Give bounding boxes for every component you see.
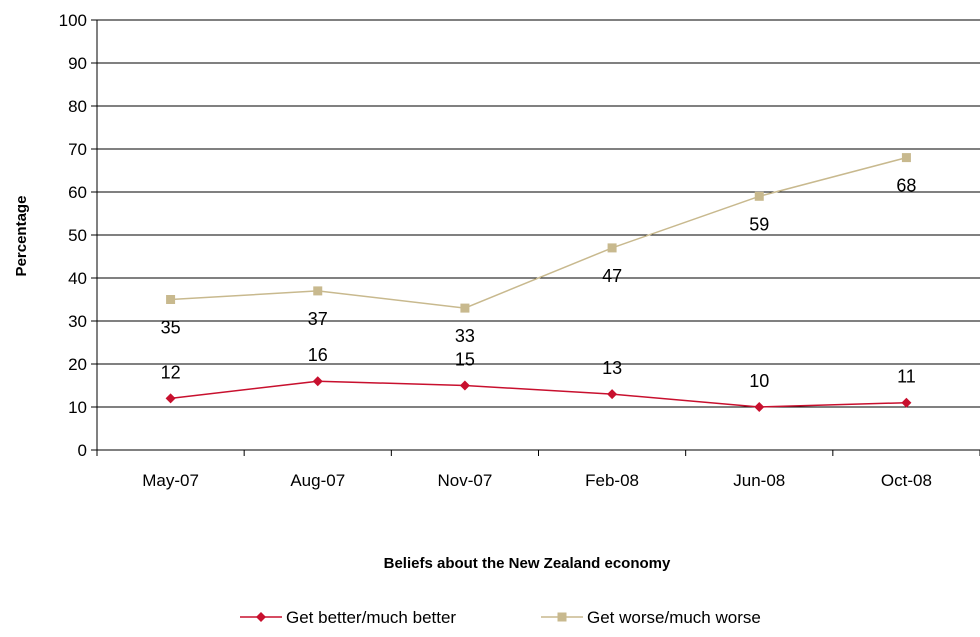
data-point — [607, 243, 617, 253]
data-point — [166, 295, 176, 304]
legend-label: Get better/much better — [286, 608, 456, 627]
legend-marker — [256, 612, 266, 622]
y-tick-label: 0 — [78, 441, 87, 460]
x-axis-ticks: May-07 Aug-07 Nov-07 Feb-08 Jun-08 Oct-08 — [96, 450, 980, 490]
data-labels: 12 16 15 13 10 11 35 37 33 47 59 68 — [161, 176, 917, 391]
y-tick-label: 10 — [68, 398, 87, 417]
series-line — [170, 156, 907, 309]
data-point — [313, 286, 323, 296]
data-point — [754, 402, 765, 412]
data-label: 59 — [749, 214, 769, 234]
data-point — [607, 389, 618, 400]
data-point — [460, 303, 470, 313]
legend-item: Get worse/much worse — [541, 608, 761, 627]
data-label: 11 — [897, 367, 916, 387]
x-tick-label: Jun-08 — [733, 471, 785, 490]
x-tick-label: Nov-07 — [438, 471, 493, 490]
data-point — [459, 380, 470, 391]
x-tick-label: Aug-07 — [290, 471, 345, 490]
series-line — [170, 380, 907, 408]
data-point — [754, 191, 764, 201]
y-tick-label: 100 — [59, 11, 87, 30]
x-tick-label: May-07 — [142, 471, 199, 490]
legend: Get better/much better Get worse/much wor… — [240, 608, 761, 627]
series-lines — [165, 153, 912, 412]
y-axis-title: Percentage — [13, 196, 30, 277]
data-label: 37 — [308, 309, 328, 329]
legend-marker — [557, 612, 567, 622]
y-tick-label: 20 — [68, 355, 87, 374]
data-label: 35 — [161, 318, 181, 338]
gridlines — [97, 19, 980, 408]
y-tick-label: 70 — [68, 140, 87, 159]
y-axis-ticks: 0 10 20 30 40 50 60 70 80 90 100 — [59, 11, 97, 460]
data-label: 13 — [602, 358, 622, 378]
data-label: 12 — [161, 362, 181, 382]
x-axis-title: Beliefs about the New Zealand economy — [384, 555, 671, 572]
legend-label: Get worse/much worse — [587, 608, 761, 627]
y-tick-label: 30 — [68, 312, 87, 331]
y-tick-label: 90 — [68, 54, 87, 73]
data-label: 68 — [896, 176, 916, 196]
data-point — [901, 153, 911, 163]
data-point — [165, 393, 176, 404]
data-label: 47 — [602, 266, 622, 286]
x-tick-label: Feb-08 — [585, 471, 639, 490]
data-label: 15 — [455, 350, 475, 370]
data-label: 16 — [308, 345, 328, 365]
y-tick-label: 80 — [68, 97, 87, 116]
x-tick-label: Oct-08 — [881, 471, 932, 490]
y-tick-label: 60 — [68, 183, 87, 202]
legend-item: Get better/much better — [240, 608, 456, 627]
data-label: 10 — [749, 371, 769, 391]
data-point — [312, 376, 323, 387]
data-point — [901, 397, 912, 408]
data-label: 33 — [455, 326, 475, 346]
y-tick-label: 50 — [68, 226, 87, 245]
y-tick-label: 40 — [68, 269, 87, 288]
